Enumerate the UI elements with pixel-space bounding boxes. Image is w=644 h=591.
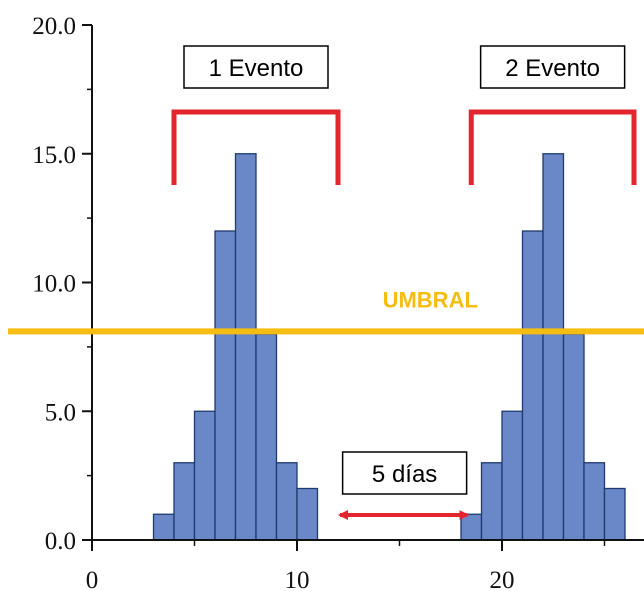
histogram-bar <box>296 487 319 541</box>
y-tick-label: 0.0 <box>45 528 76 555</box>
y-tick-label: 20.0 <box>32 13 76 40</box>
threshold-group: UMBRAL <box>8 287 644 335</box>
histogram-bar <box>562 333 585 541</box>
x-tick-label: 10 <box>285 567 310 591</box>
threshold-label: UMBRAL <box>383 287 478 312</box>
gap-group: 5 días <box>338 451 470 520</box>
event-label: 1 Evento <box>209 55 304 82</box>
histogram-bar <box>173 462 196 541</box>
axes-group: 0.0 5.0 10.0 15.0 20.0 0 10 20 <box>32 13 644 591</box>
histogram-bar <box>214 230 237 541</box>
y-tick-label: 5.0 <box>45 399 76 426</box>
x-tick-label: 0 <box>86 567 99 591</box>
histogram-bar <box>583 462 606 541</box>
event-label-box <box>183 45 329 89</box>
histogram-bar <box>275 462 298 541</box>
histogram-bar <box>460 513 483 541</box>
histogram-bar <box>542 153 565 541</box>
events-group: 1 Evento 2 Evento <box>171 45 637 185</box>
y-tick-label: 15.0 <box>32 142 76 169</box>
y-tick-label: 10.0 <box>32 271 76 298</box>
event-label: 2 Evento <box>505 55 600 82</box>
x-tick-label: 20 <box>490 567 515 591</box>
histogram-bar <box>480 462 503 541</box>
histogram-bar <box>521 230 544 541</box>
event-bracket <box>171 109 341 185</box>
histogram-bar <box>501 410 524 541</box>
histogram-bar <box>234 153 257 541</box>
event-label-box <box>479 45 626 89</box>
histogram-bar <box>193 410 216 541</box>
histogram-bar <box>152 513 175 541</box>
gap-label: 5 días <box>372 461 437 488</box>
gap-label-box <box>341 451 468 495</box>
event-bracket <box>468 109 637 185</box>
histogram-bar <box>255 333 278 541</box>
histogram-bar <box>603 487 626 541</box>
